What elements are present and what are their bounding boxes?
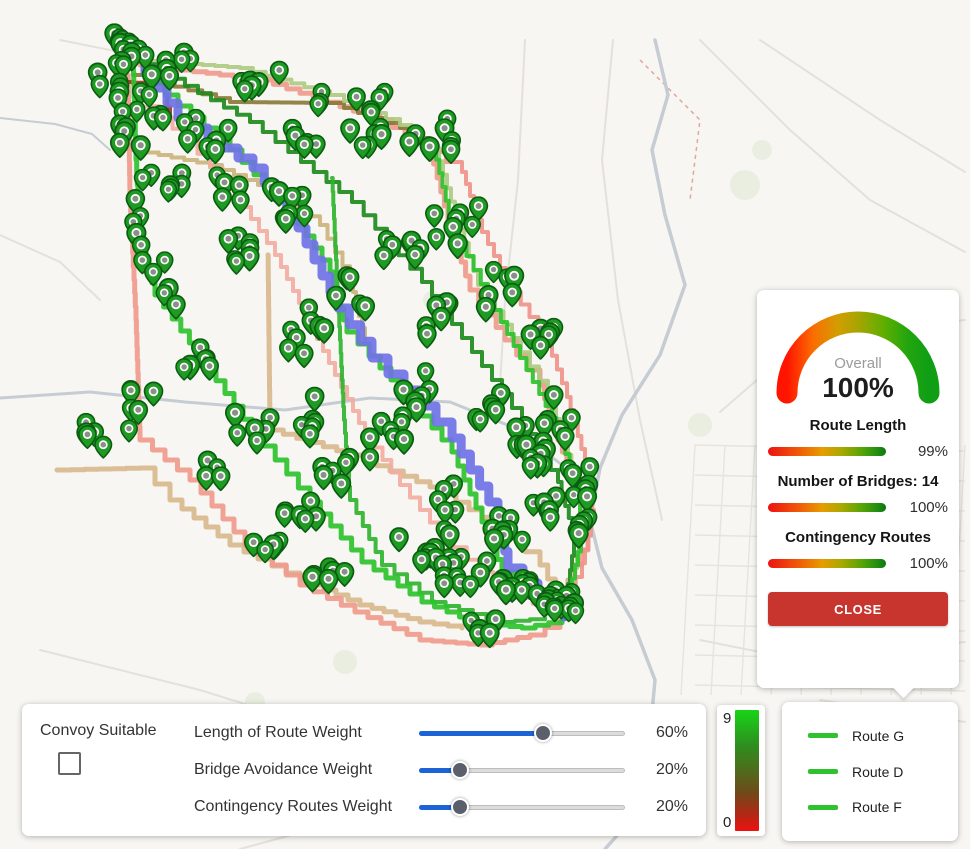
map-pin[interactable] <box>331 473 352 499</box>
map-pin[interactable] <box>434 573 454 599</box>
route-legend: Route G Route D Route F <box>782 702 958 841</box>
route-line-swatch <box>808 804 838 810</box>
map-pin[interactable] <box>109 132 130 159</box>
bridge-avoidance-weight-slider[interactable] <box>419 761 625 779</box>
map-pin[interactable] <box>461 575 480 599</box>
slider-fill <box>419 805 461 810</box>
overall-score-gauge: Overall 100% <box>773 304 943 404</box>
map-pin[interactable] <box>399 131 420 158</box>
metric-label: Number of Bridges: 14 <box>777 473 939 490</box>
map-pin[interactable] <box>178 129 198 154</box>
map-pin[interactable] <box>555 426 575 451</box>
map-pin[interactable] <box>436 500 454 524</box>
slider-value: 20% <box>655 761 688 778</box>
route-line-swatch <box>808 769 838 774</box>
metric-value: 100% <box>909 499 948 516</box>
slider-value: 60% <box>655 724 688 741</box>
metric-label: Route Length <box>809 417 907 434</box>
length-of-route-weight-slider[interactable] <box>419 724 625 742</box>
map-pin[interactable] <box>340 267 360 292</box>
map-pin[interactable] <box>309 94 327 118</box>
suitability-color-scale: 9 0 <box>717 705 765 836</box>
map-pin[interactable] <box>276 209 296 234</box>
map-pin[interactable] <box>231 190 250 215</box>
map-pin[interactable] <box>475 296 496 323</box>
legend-item-route-f[interactable]: Route F <box>782 799 958 815</box>
map-pin[interactable] <box>294 134 314 160</box>
map-pin[interactable] <box>279 338 298 363</box>
convoy-suitable-label: Convoy Suitable <box>40 722 157 739</box>
map-pin[interactable] <box>153 108 172 132</box>
map-pin[interactable] <box>94 435 113 459</box>
scale-gradient-bar <box>735 710 759 831</box>
map-pin[interactable] <box>417 324 437 349</box>
map-pin[interactable] <box>412 550 432 575</box>
map-pin[interactable] <box>210 466 231 492</box>
slider-label-bridge-avoidance: Bridge Avoidance Weight <box>194 761 373 778</box>
map-pin[interactable] <box>228 423 247 447</box>
slider-fill <box>419 731 543 736</box>
map-pin[interactable] <box>502 282 522 308</box>
map-pin[interactable] <box>313 465 334 491</box>
route-line-swatch <box>808 733 838 739</box>
metric-route-length: Route Length 99% <box>757 417 959 460</box>
slider-label-contingency-routes: Contingency Routes Weight <box>194 798 393 815</box>
slider-thumb[interactable] <box>451 798 470 816</box>
slider-fill <box>419 768 461 773</box>
metric-gradient-bar <box>768 559 886 568</box>
map-pin[interactable] <box>224 402 246 429</box>
map-pin[interactable] <box>393 428 415 455</box>
map-pin[interactable] <box>513 530 531 554</box>
map-pin[interactable] <box>424 204 444 228</box>
metric-label: Contingency Routes <box>785 529 931 546</box>
map-pin[interactable] <box>247 431 267 455</box>
slider-thumb[interactable] <box>533 724 552 742</box>
map-pin[interactable] <box>143 381 164 407</box>
scale-min: 0 <box>723 814 732 831</box>
slider-thumb[interactable] <box>451 761 470 779</box>
slider-label-length-of-route: Length of Route Weight <box>194 724 362 741</box>
map-pin[interactable] <box>159 180 178 203</box>
map-pin[interactable] <box>389 527 409 553</box>
metric-number-of-bridges: Number of Bridges: 14 100% <box>757 473 959 516</box>
map-pin[interactable] <box>447 233 468 260</box>
map-pin[interactable] <box>144 262 163 287</box>
contingency-routes-weight-slider[interactable] <box>419 798 625 816</box>
metric-value: 100% <box>909 555 948 572</box>
overall-value: 100% <box>822 372 894 403</box>
map-pin[interactable] <box>119 419 139 443</box>
route-line[interactable] <box>131 55 578 614</box>
metric-gradient-bar <box>768 503 886 512</box>
map-pin[interactable] <box>512 580 532 605</box>
weights-control-panel: Convoy Suitable Length of Route Weight 6… <box>22 704 706 836</box>
map-pin[interactable] <box>218 228 239 255</box>
map-pin[interactable] <box>486 400 506 425</box>
route-line[interactable] <box>330 176 547 624</box>
route-score-popup: Overall 100% Route Length 99% Number of … <box>757 290 959 699</box>
metric-value: 99% <box>917 443 948 460</box>
close-button[interactable]: CLOSE <box>768 592 948 626</box>
convoy-suitable-checkbox[interactable] <box>58 752 81 775</box>
map-pin[interactable] <box>374 245 394 271</box>
map-pin[interactable] <box>227 252 246 275</box>
map-pin[interactable] <box>212 187 232 212</box>
gauge-arc <box>776 311 940 404</box>
metric-contingency-routes: Contingency Routes 100% <box>757 529 959 572</box>
metric-gradient-bar <box>768 447 886 456</box>
legend-item-route-d[interactable]: Route D <box>782 764 958 780</box>
overall-label: Overall <box>834 355 882 372</box>
map-pin[interactable] <box>540 507 560 532</box>
map-pin[interactable] <box>294 343 314 369</box>
map-pin[interactable] <box>166 294 186 320</box>
map-pin[interactable] <box>531 335 550 360</box>
slider-value: 20% <box>655 798 688 815</box>
map-pin[interactable] <box>463 215 482 239</box>
map-pin[interactable] <box>334 562 355 587</box>
map-pin[interactable] <box>90 74 110 99</box>
map-pin[interactable] <box>427 227 446 251</box>
scale-max: 9 <box>723 710 732 727</box>
legend-item-route-g[interactable]: Route G <box>782 728 958 744</box>
